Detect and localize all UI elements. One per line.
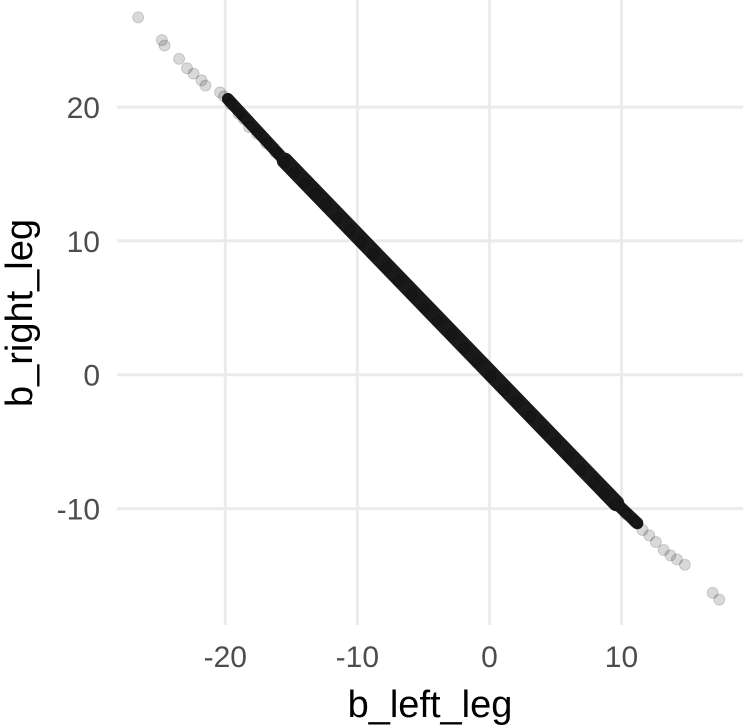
data-point	[298, 177, 311, 190]
x-tick-labels: -20 -10 0 10	[204, 641, 639, 674]
y-tick-label: 0	[83, 360, 100, 393]
y-tick-label: 10	[67, 226, 100, 259]
data-point	[173, 52, 186, 65]
y-grid-lines	[117, 105, 743, 511]
data-point	[232, 107, 245, 120]
x-axis-title: b_left_leg	[348, 684, 513, 726]
data-point	[319, 198, 332, 211]
y-tick-labels: -10 0 10 20	[57, 92, 100, 526]
data-point	[158, 39, 171, 52]
scatter-points	[132, 11, 726, 606]
data-point	[587, 475, 600, 488]
data-point	[458, 341, 471, 354]
data-point	[405, 288, 418, 301]
data-point	[619, 507, 632, 520]
data-point	[643, 529, 656, 542]
data-point	[649, 536, 662, 549]
data-point	[549, 436, 562, 449]
data-point	[598, 487, 611, 500]
data-point	[217, 90, 230, 103]
data-point	[431, 315, 444, 328]
x-tick-label: -20	[204, 641, 247, 674]
data-point	[355, 236, 368, 249]
data-point	[537, 424, 550, 437]
data-point	[392, 275, 405, 288]
data-point	[511, 396, 524, 409]
data-point	[260, 137, 273, 150]
data-point	[608, 498, 621, 511]
data-point	[670, 553, 683, 566]
data-point	[484, 370, 497, 383]
data-point	[636, 523, 649, 536]
data-point	[343, 224, 356, 237]
data-point	[187, 67, 200, 80]
data-point	[132, 11, 145, 24]
data-point	[678, 558, 691, 571]
data-point	[224, 98, 237, 111]
data-point	[250, 127, 263, 140]
data-point	[497, 383, 510, 396]
data-point	[562, 450, 575, 463]
data-point	[380, 261, 393, 274]
dense-point-band	[221, 93, 291, 167]
y-tick-label: -10	[57, 494, 100, 527]
data-point	[418, 301, 431, 314]
dense-point-band	[276, 152, 625, 512]
dense-point-band	[610, 497, 644, 530]
data-point	[657, 544, 670, 557]
data-point	[628, 515, 641, 528]
x-tick-label: -10	[336, 641, 379, 674]
y-tick-label: 20	[67, 92, 100, 125]
data-point	[237, 113, 250, 126]
data-point	[195, 74, 208, 87]
x-tick-label: 0	[481, 641, 498, 674]
data-point	[367, 248, 380, 261]
data-point	[706, 586, 719, 599]
data-point	[287, 166, 300, 179]
data-point	[713, 593, 726, 606]
data-point	[331, 212, 344, 225]
data-point	[269, 146, 282, 159]
data-point	[309, 188, 322, 201]
data-point	[199, 79, 212, 92]
data-point	[243, 121, 256, 134]
data-point	[214, 86, 227, 99]
data-point	[664, 549, 677, 562]
data-point	[445, 328, 458, 341]
x-grid-lines	[223, 0, 623, 625]
data-point	[155, 34, 168, 47]
data-point	[278, 155, 291, 168]
y-axis-title: b_right_leg	[0, 219, 41, 407]
data-point	[471, 355, 484, 368]
data-point	[180, 62, 193, 75]
data-point	[574, 463, 587, 476]
x-tick-label: 10	[605, 641, 638, 674]
data-point	[524, 410, 537, 423]
